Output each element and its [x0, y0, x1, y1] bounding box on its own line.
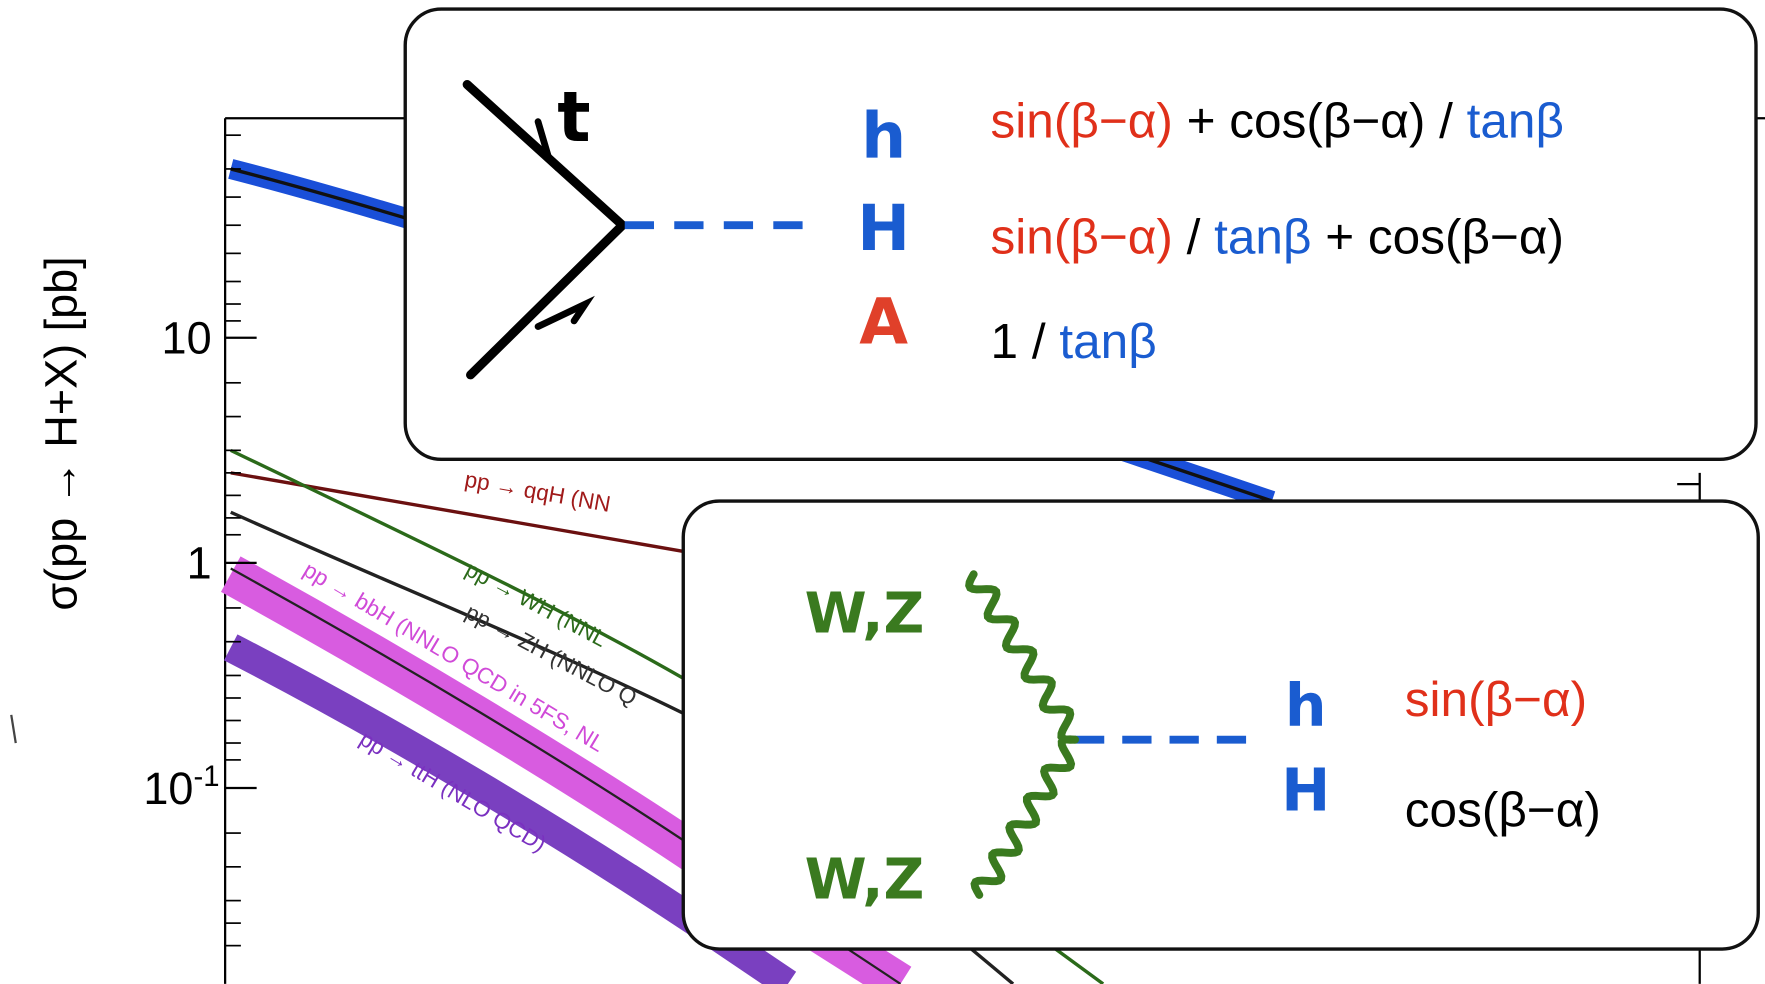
coupling: sin(β−α) + cos(β−α) / tanβ [991, 93, 1564, 148]
coupling: 1 / tanβ [991, 314, 1157, 369]
higgs-label: h [1285, 672, 1327, 740]
coupling-term: sin(β−α) [991, 93, 1173, 148]
coupling-term: / [1173, 209, 1214, 264]
higgs-label: H [857, 191, 910, 265]
y-tick-label: 10-1 [143, 761, 219, 814]
coupling-term: tanβ [1467, 93, 1564, 148]
coupling-term: sin(β−α) [991, 209, 1173, 264]
coupling: sin(β−α) / tanβ + cos(β−α) [991, 209, 1564, 264]
coupling-term: + cos(β−α) [1311, 209, 1564, 264]
boson-label: W,Z [805, 847, 925, 912]
coupling-term: + cos(β−α) / [1173, 93, 1467, 148]
coupling-term: cos(β−α) [1405, 782, 1601, 837]
quark-label: t [557, 77, 590, 158]
tick-exponent: -1 [193, 761, 219, 793]
boson-label: W,Z [805, 582, 925, 647]
coupling: cos(β−α) [1405, 782, 1601, 837]
higgs-label: h [861, 99, 906, 173]
coupling-term: tanβ [1059, 314, 1156, 369]
higgs-label: H [1281, 757, 1330, 825]
higgs-label: A [859, 284, 908, 358]
coupling-term: sin(β−α) [1405, 672, 1587, 727]
y-tick-label: 1 [187, 538, 212, 589]
y-tick-label: 10 [162, 313, 212, 364]
y-axis-label: σ(pp → H+X) [pb] [36, 256, 87, 610]
slide: 10110-1σ(pp → H+X) [pb]pp → qqH (NNpp → … [0, 0, 1765, 984]
tick [11, 715, 16, 743]
coupling: sin(β−α) [1405, 672, 1587, 727]
coupling-term: 1 / [991, 314, 1060, 369]
tick-base: 10 [143, 763, 193, 814]
coupling-term: tanβ [1214, 209, 1311, 264]
curve-label: pp → qqH (NN [463, 467, 613, 517]
